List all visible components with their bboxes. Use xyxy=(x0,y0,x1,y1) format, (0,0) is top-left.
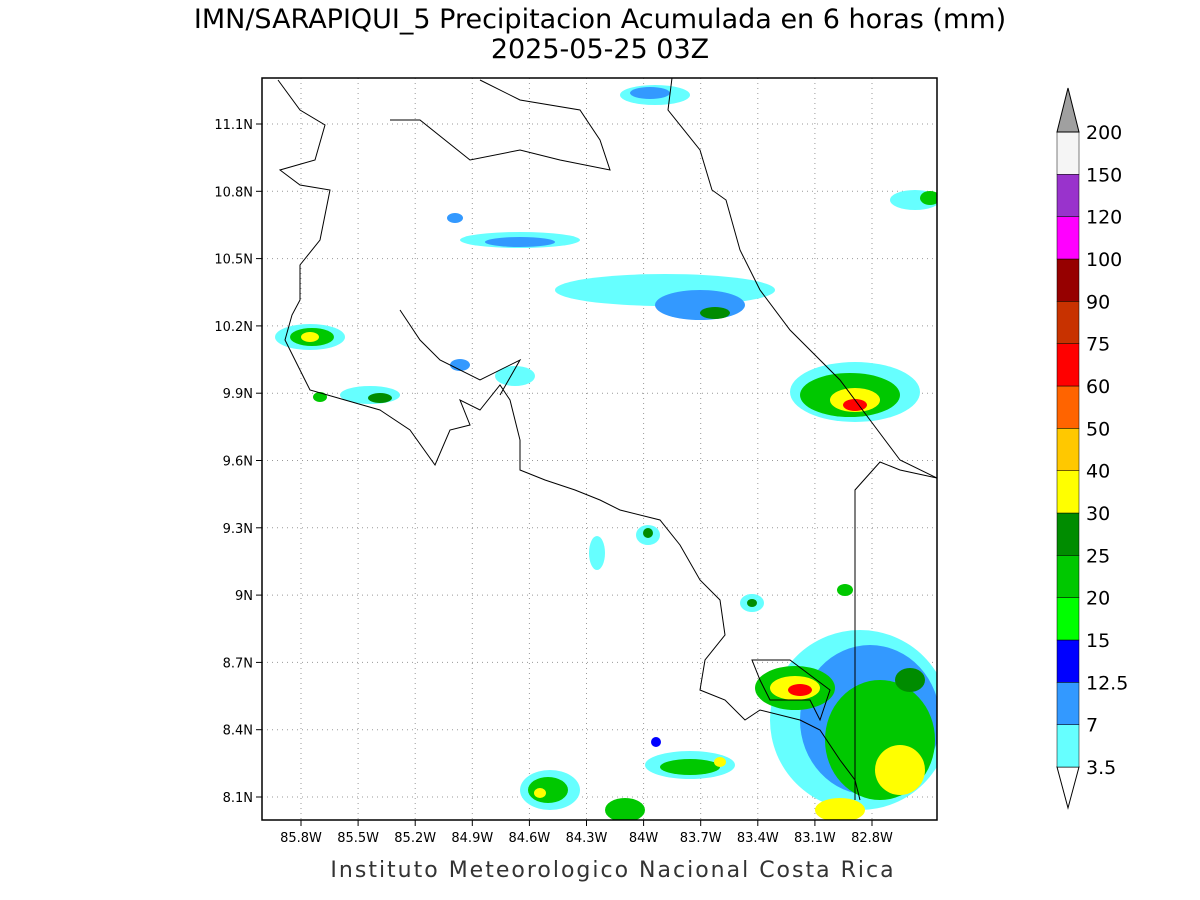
colorbar-bin xyxy=(1056,724,1080,768)
colorbar-label: 100 xyxy=(1086,249,1122,271)
x-tick-label: 83.7W xyxy=(680,831,722,846)
x-tick-label: 84.3W xyxy=(566,831,608,846)
y-tick-label: 10.2N xyxy=(214,320,253,335)
colorbar-label: 120 xyxy=(1086,207,1122,229)
y-tick-label: 9.3N xyxy=(223,522,253,537)
rain-cells xyxy=(275,85,937,820)
colorbar-label: 60 xyxy=(1086,376,1110,398)
x-tick-label: 85.2W xyxy=(394,831,436,846)
colorbar-bin xyxy=(1056,682,1080,725)
y-tick-label: 9.9N xyxy=(223,387,253,402)
colorbar-label: 7 xyxy=(1086,715,1098,737)
x-tick-label: 84.9W xyxy=(451,831,493,846)
x-tick-label: 83.1W xyxy=(794,831,836,846)
y-tick-label: 8.7N xyxy=(223,656,253,671)
colorbar-label: 12.5 xyxy=(1086,672,1128,694)
colorbar-under xyxy=(1056,766,1080,810)
title: IMN/SARAPIQUI_5 Precipitacion Acumulada … xyxy=(194,4,1006,35)
colorbar-bin xyxy=(1056,343,1080,387)
colorbar-bin xyxy=(1056,385,1080,429)
colorbar-bin xyxy=(1056,216,1080,260)
colorbar-label: 75 xyxy=(1086,334,1110,356)
colorbar-bin xyxy=(1056,639,1080,683)
colorbar: 3.5 7 12.5 15 20 25 30 40 50 60 75 90 100 120 150 200 xyxy=(1056,87,1128,810)
colorbar-label: 3.5 xyxy=(1086,757,1116,779)
x-tick-label: 82.8W xyxy=(851,831,893,846)
x-tick-label: 83.4W xyxy=(737,831,779,846)
y-tick-label: 11.1N xyxy=(214,118,253,133)
colorbar-label: 150 xyxy=(1086,164,1122,186)
precipitation xyxy=(275,78,937,820)
footer: Instituto Meteorologico Nacional Costa R… xyxy=(330,858,895,883)
colorbar-label: 200 xyxy=(1086,122,1122,144)
grid xyxy=(256,78,937,826)
colorbar-label: 40 xyxy=(1086,461,1110,483)
x-tick-label: 84W xyxy=(629,831,659,846)
colorbar-label: 30 xyxy=(1086,503,1110,525)
colorbar-label: 90 xyxy=(1086,291,1110,313)
y-tick-label: 8.1N xyxy=(223,791,253,806)
y-tick-label: 9.6N xyxy=(223,455,253,470)
y-tick-label: 10.5N xyxy=(214,253,253,268)
colorbar-bin xyxy=(1056,597,1080,641)
y-tick-label: 9N xyxy=(235,589,253,604)
y-tick-label: 8.4N xyxy=(223,724,253,739)
colorbar-label: 50 xyxy=(1086,418,1110,440)
colorbar-bin xyxy=(1056,131,1080,175)
x-tick-label: 85.8W xyxy=(280,831,322,846)
colorbar-bin xyxy=(1056,301,1080,344)
colorbar-bin xyxy=(1056,512,1080,556)
map-frame xyxy=(261,77,938,821)
colorbar-bin xyxy=(1056,174,1080,217)
x-tick-label: 84.6W xyxy=(508,831,550,846)
y-tick-label: 10.8N xyxy=(214,185,253,200)
x-tick-label: 85.5W xyxy=(337,831,379,846)
coastlines xyxy=(277,78,937,801)
colorbar-label: 15 xyxy=(1086,630,1110,652)
subtitle: 2025-05-25 03Z xyxy=(491,34,709,65)
colorbar-label: 20 xyxy=(1086,588,1110,610)
colorbar-bin xyxy=(1056,555,1080,598)
colorbar-label: 25 xyxy=(1086,545,1110,567)
colorbar-bin xyxy=(1056,470,1080,514)
colorbar-bin xyxy=(1056,258,1080,302)
colorbar-over xyxy=(1056,87,1080,133)
colorbar-bin xyxy=(1056,428,1080,471)
